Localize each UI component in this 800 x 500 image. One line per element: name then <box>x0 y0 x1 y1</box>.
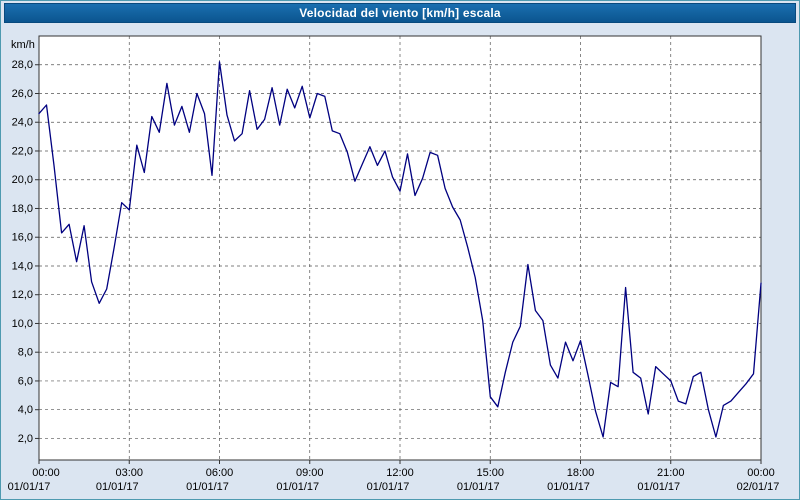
chart-title: Velocidad del viento [km/h] escala <box>299 6 501 20</box>
x-tick-time-label: 12:00 <box>386 467 414 479</box>
x-tick-date-label: 01/01/17 <box>457 481 500 493</box>
y-tick-label: 16,0 <box>12 232 33 244</box>
y-tick-label: 20,0 <box>12 174 33 186</box>
y-tick-label: 10,0 <box>12 318 33 330</box>
x-tick-time-label: 00:00 <box>32 467 60 479</box>
x-tick-time-label: 03:00 <box>115 467 143 479</box>
y-axis-unit-label: km/h <box>11 39 35 51</box>
x-tick-date-label: 01/01/17 <box>96 481 139 493</box>
x-tick-date-label: 01/01/17 <box>547 481 590 493</box>
y-tick-label: 2,0 <box>18 433 33 445</box>
plot-border <box>38 35 762 461</box>
x-tick-time-label: 00:00 <box>747 467 775 479</box>
x-tick-date-label: 01/01/17 <box>276 481 319 493</box>
y-tick-label: 22,0 <box>12 145 33 157</box>
wind-speed-chart: 2,0 4,0 6,0 8,0 10,0 12,0 14,0 16,0 18,0 20,0 22,0… <box>3 24 797 499</box>
x-tick-date-label: 02/01/17 <box>737 481 780 493</box>
y-tick-label: 4,0 <box>18 404 33 416</box>
y-tick-label: 6,0 <box>18 375 33 387</box>
x-tick-time-label: 21:00 <box>657 467 685 479</box>
x-tick-date-label: 01/01/17 <box>367 481 410 493</box>
y-tick-label: 24,0 <box>12 117 33 129</box>
x-tick-time-label: 09:00 <box>296 467 324 479</box>
chart-canvas: 2,0 4,0 6,0 8,0 10,0 12,0 14,0 16,0 18,0 20,0 22,0… <box>8 35 780 493</box>
x-tick-time-label: 15:00 <box>476 467 504 479</box>
x-tick-time-label: 18:00 <box>567 467 595 479</box>
y-tick-label: 12,0 <box>12 289 33 301</box>
x-tick-date-label: 01/01/17 <box>8 481 51 493</box>
x-tick-date-label: 01/01/17 <box>186 481 229 493</box>
x-tick-time-label: 06:00 <box>206 467 234 479</box>
y-tick-label: 14,0 <box>12 260 33 272</box>
series-line <box>38 61 762 438</box>
y-tick-label: 8,0 <box>18 347 33 359</box>
y-tick-label: 26,0 <box>12 88 33 100</box>
y-tick-label: 18,0 <box>12 203 33 215</box>
y-tick-label: 28,0 <box>12 59 33 71</box>
title-bar: Velocidad del viento [km/h] escala <box>4 3 796 23</box>
x-tick-date-label: 01/01/17 <box>637 481 680 493</box>
